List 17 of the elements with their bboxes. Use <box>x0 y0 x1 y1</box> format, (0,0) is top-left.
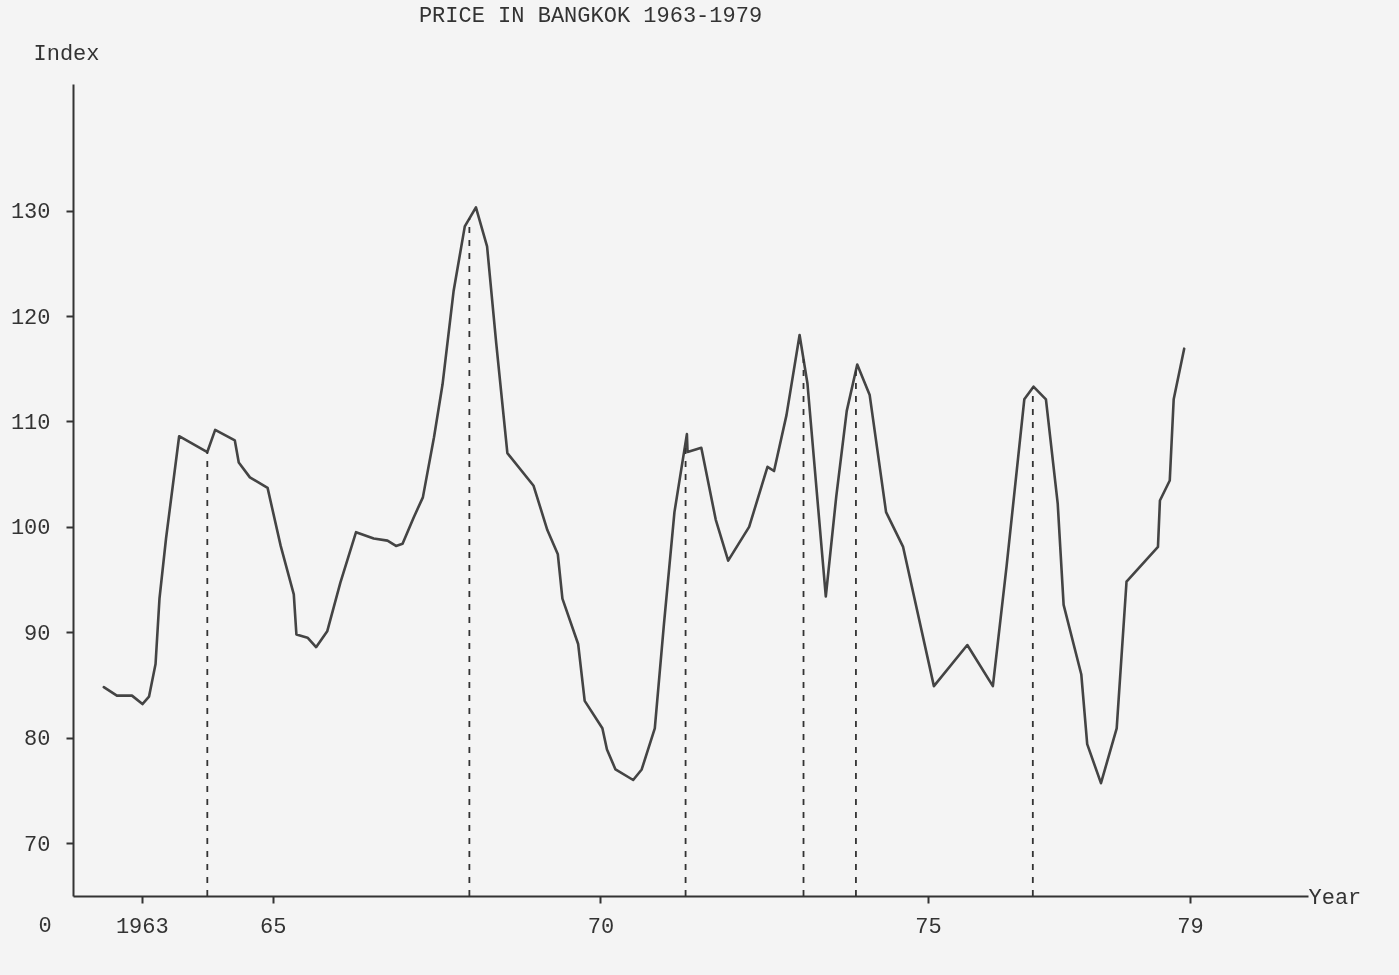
y-tick-label: 70 <box>24 832 51 858</box>
x-tick-label: 75 <box>915 914 942 940</box>
chart-title: PRICE IN BANGKOK 1963-1979 <box>418 4 763 29</box>
y-axis-title: Index <box>33 41 100 67</box>
x-axis-title: Year <box>1308 885 1362 911</box>
x-tick-label: 79 <box>1177 914 1204 940</box>
y-tick-label: 110 <box>10 410 51 436</box>
x-tick-label: 70 <box>587 914 615 940</box>
x-tick-label: 1963 <box>115 914 169 940</box>
y-tick-label: 120 <box>10 305 51 331</box>
text: 0 <box>38 914 52 939</box>
line-series <box>102 206 1186 785</box>
y-tick-label: 80 <box>24 727 51 753</box>
y-tick-label: 130 <box>10 200 51 226</box>
y-tick-label: 100 <box>10 516 51 542</box>
x-tick-label: 65 <box>260 914 287 940</box>
y-tick-label: 90 <box>24 621 51 647</box>
